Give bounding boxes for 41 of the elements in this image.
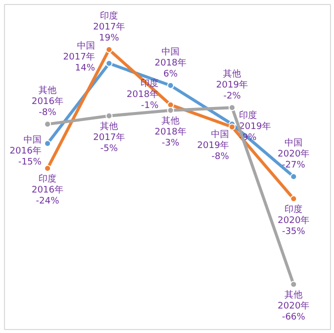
data-label: 2018年 -1% [126,88,160,111]
data-label: 2019年 -2% [216,80,248,102]
text: 印度 [239,110,258,121]
data-label: 2016年 -15% [10,146,42,168]
point [44,164,52,172]
point [106,112,113,120]
point [44,120,52,128]
data-label: 2018年 -3% [154,126,187,148]
text: 印度 [38,174,57,184]
text: 印度 [100,12,118,22]
point [106,60,113,67]
text: 印度 [284,204,303,215]
series-label: 其他 [100,120,118,132]
text: 中国 [162,48,180,58]
data-label: 2016年 -8% [32,96,64,118]
point [228,123,236,130]
text: 其他 [162,116,180,126]
data-label: 2020年 -35% [278,214,310,237]
text: 其他 [223,70,242,80]
data-label: 2018年 6% [154,58,187,80]
point [228,104,236,112]
data-label: 2019年 -8% [197,140,230,162]
text: 中国 [77,41,96,52]
point [167,101,174,108]
data-label: 2016年 -24% [32,184,64,206]
data-label: 2020年 -27% [278,148,310,171]
text: 中国 [284,138,303,149]
point [290,173,298,180]
data-label: 2017年 19% [93,22,126,44]
text: 其他 [38,86,57,96]
data-label: 2017年 -5% [93,132,126,154]
text: 其他 [284,290,303,300]
series-label: 中国 [24,134,42,146]
data-label: 2017年 14% [63,51,96,74]
data-label: 2020年 -66% [278,300,310,322]
point [290,280,298,288]
point [290,195,298,202]
point [106,46,113,54]
text: 中国 [211,130,230,140]
point [167,82,174,89]
point [167,106,174,114]
